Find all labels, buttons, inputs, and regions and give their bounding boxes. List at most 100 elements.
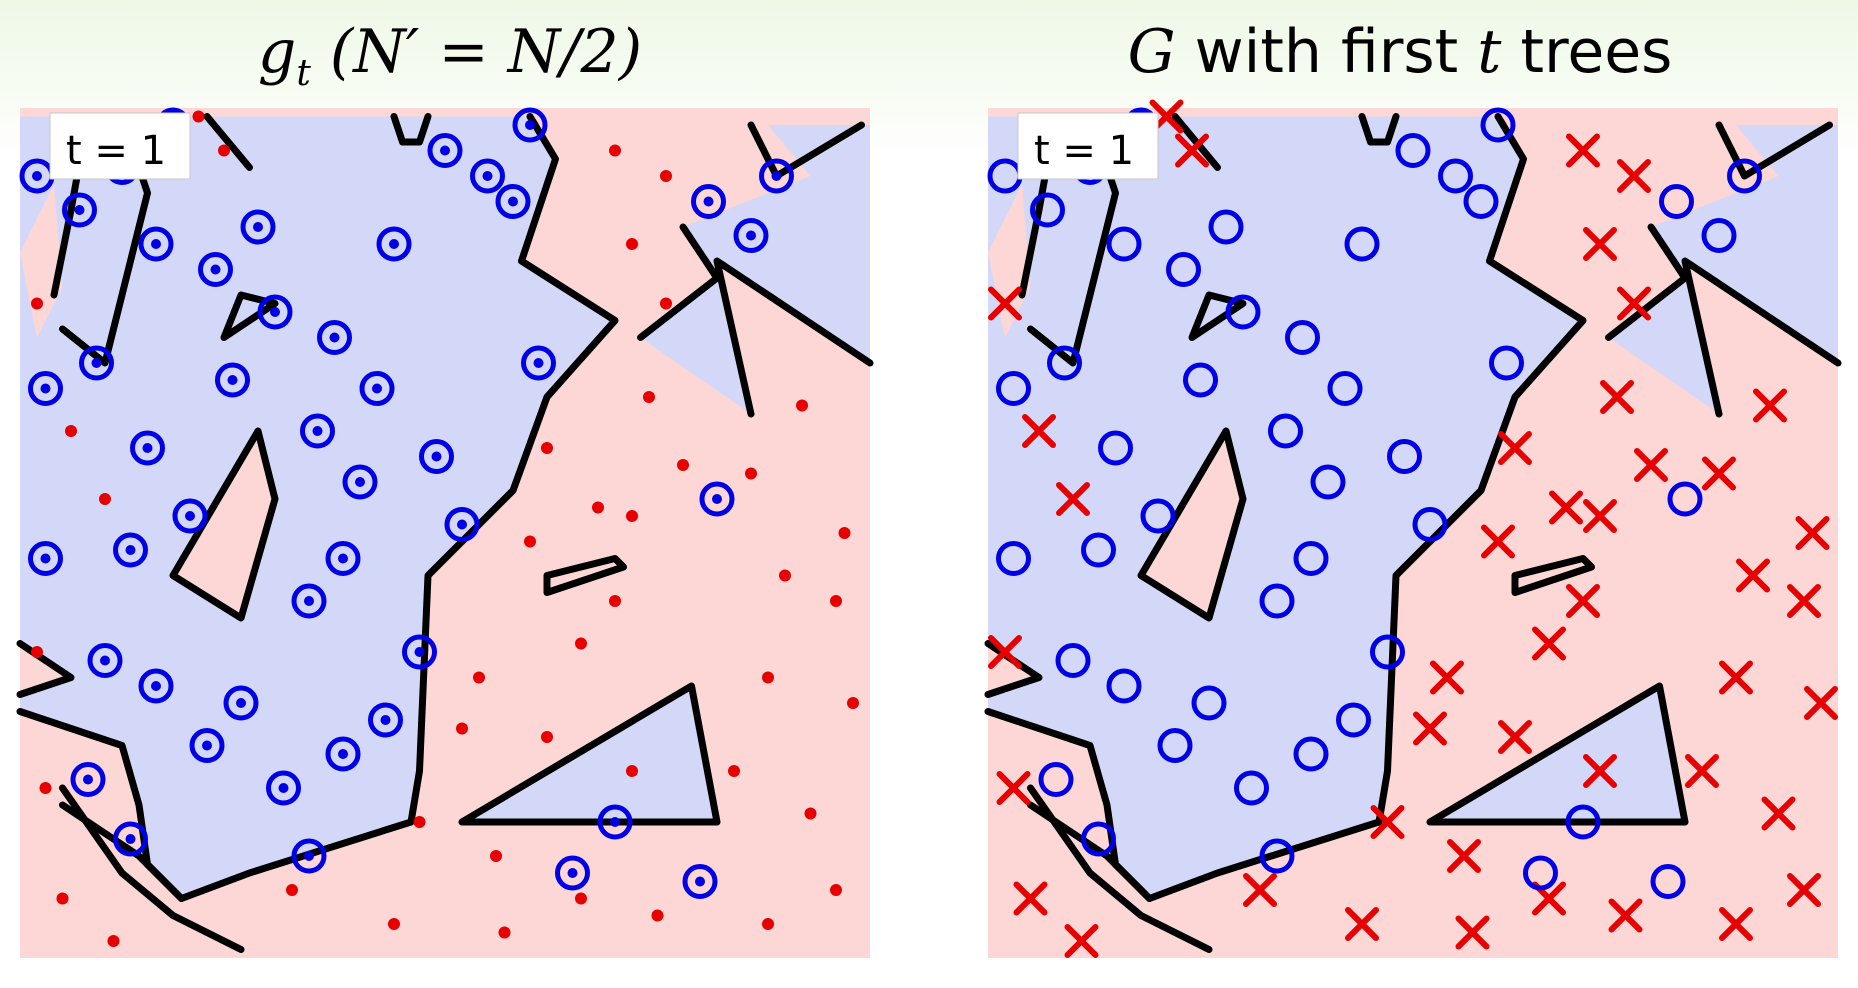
red-point <box>796 399 808 412</box>
blue-circle-marker <box>1667 481 1703 517</box>
blue-point <box>597 804 633 840</box>
red-x-marker <box>1481 524 1515 559</box>
blue-circle-marker <box>1293 736 1329 772</box>
blue-region-top-right <box>640 125 870 414</box>
red-point <box>456 722 468 735</box>
blue-region-main <box>988 116 1583 899</box>
red-x-marker <box>1685 754 1719 788</box>
blue-point <box>138 668 174 704</box>
blue-point <box>28 371 63 406</box>
title-expression: (N′ = N/2) <box>310 17 643 87</box>
red-point <box>660 170 672 182</box>
annotation-box: t = 1 <box>49 112 191 180</box>
red-x-marker <box>1583 227 1617 261</box>
blue-point <box>699 481 735 517</box>
red-x-marker <box>1566 584 1600 618</box>
blue-point <box>28 541 63 576</box>
red-point <box>498 926 511 939</box>
blue-point <box>189 728 225 763</box>
red-point <box>56 892 69 905</box>
blue-point <box>682 864 718 899</box>
red-x-marker <box>1498 431 1532 465</box>
title-text: with first <box>1175 17 1478 87</box>
red-point <box>31 646 43 658</box>
blue-circle-marker <box>1208 209 1244 245</box>
blue-region-main <box>20 116 615 899</box>
boundary-line <box>1027 784 1213 953</box>
blue-point <box>291 583 327 619</box>
blue-circle-marker <box>1336 702 1371 738</box>
blue-circle-markers <box>987 107 1762 899</box>
red-point <box>643 391 655 403</box>
red-point <box>388 918 400 930</box>
blue-circle-marker <box>1412 507 1448 542</box>
blue-circle-marker <box>996 371 1031 406</box>
red-point <box>626 510 638 522</box>
boundary-line <box>637 223 721 341</box>
title-variable: t <box>1477 17 1502 87</box>
blue-circle-marker <box>1727 158 1762 194</box>
boundary-line <box>1715 121 1833 180</box>
blue-circle-marker <box>1327 371 1363 406</box>
boundary-line <box>1027 801 1153 902</box>
red-x-marker <box>1617 159 1651 193</box>
blue-point <box>130 430 165 466</box>
blue-circle-marker <box>1293 541 1329 576</box>
boundary-line <box>220 291 279 341</box>
red-x-marker <box>1787 873 1821 907</box>
title-symbol: G <box>1127 17 1176 87</box>
red-point <box>626 765 638 777</box>
red-x-marker <box>1447 839 1481 873</box>
blue-circle-marker <box>1081 821 1116 857</box>
boundary-line <box>144 113 619 902</box>
blue-circle-marker <box>996 541 1031 576</box>
red-x-marker <box>1022 414 1056 448</box>
red-x-marker <box>1787 584 1821 618</box>
blue-circle-marker <box>1565 804 1601 840</box>
blue-point <box>470 158 505 194</box>
red-x-marker <box>1345 907 1379 941</box>
blue-point <box>79 345 114 381</box>
blue-circle-marker <box>1344 226 1380 262</box>
blue-circle-marker <box>1438 158 1473 194</box>
blue-circle-markers <box>19 107 794 899</box>
blue-point <box>113 821 148 857</box>
right-scatter-plot: t = 1 <box>984 99 1842 958</box>
boundary-line <box>1188 291 1247 341</box>
boundary-line <box>458 682 721 826</box>
title-subscript: t <box>296 53 311 94</box>
blue-circle-marker <box>1259 583 1295 619</box>
boundary-line <box>713 257 874 418</box>
red-point <box>651 909 664 922</box>
blue-circle-marker <box>1480 107 1516 143</box>
blue-point <box>512 107 548 143</box>
red-point <box>473 671 485 684</box>
blue-point <box>376 226 412 262</box>
red-region-triangle <box>173 431 275 618</box>
red-x-marker <box>1549 490 1583 525</box>
blue-point <box>291 838 327 874</box>
blue-point <box>215 362 250 398</box>
boundary-line <box>390 113 432 146</box>
red-point <box>541 442 553 454</box>
red-x-marker <box>1413 711 1447 746</box>
blue-circle-marker <box>1157 728 1193 763</box>
red-point <box>218 144 230 157</box>
blue-circle-marker <box>1259 838 1295 874</box>
red-point <box>99 493 111 505</box>
red-x-marker <box>1753 388 1787 423</box>
blue-point <box>70 762 106 797</box>
blue-circle-marker <box>1191 685 1227 721</box>
red-point <box>830 884 842 896</box>
blue-circle-marker <box>1225 294 1261 330</box>
boundary-line <box>59 784 245 953</box>
blue-point <box>368 702 403 738</box>
blue-point <box>240 209 276 245</box>
blue-circle-marker <box>1387 439 1422 474</box>
blue-point <box>300 413 335 449</box>
red-x-marker <box>1719 660 1753 695</box>
red-x-marker <box>996 771 1031 805</box>
blue-point <box>223 685 259 721</box>
red-x-marker <box>1370 805 1405 839</box>
red-x-marker <box>988 286 1022 321</box>
